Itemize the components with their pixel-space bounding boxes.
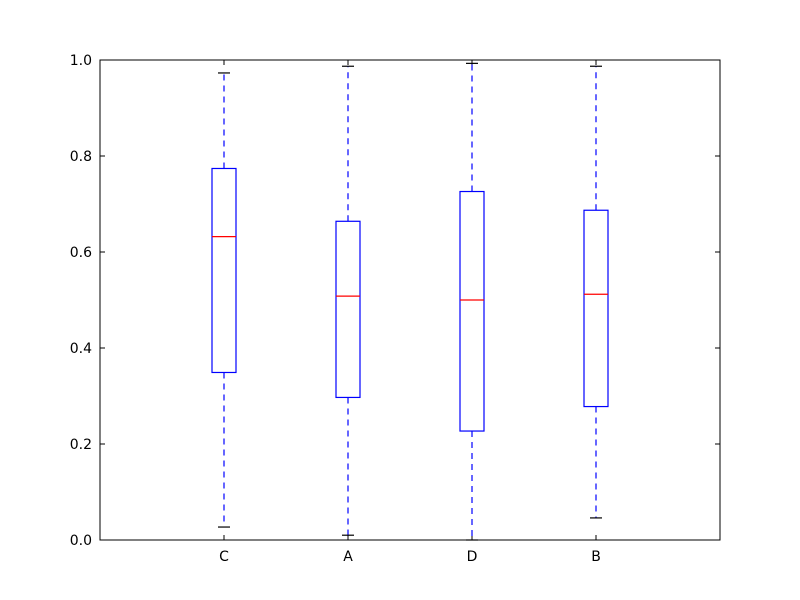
box-D bbox=[459, 62, 485, 541]
boxes bbox=[211, 62, 609, 541]
iqr-box bbox=[335, 220, 361, 399]
box-B bbox=[583, 65, 609, 519]
plot-area bbox=[99, 59, 721, 541]
y-tick-label: 0.6 bbox=[70, 245, 92, 261]
y-tick-label: 0.4 bbox=[70, 341, 92, 357]
x-tick-label: D bbox=[467, 549, 478, 565]
box-A bbox=[335, 65, 361, 536]
x-tick-label: B bbox=[591, 549, 601, 565]
y-tick-label: 1.0 bbox=[70, 53, 92, 69]
y-tick-label: 0.0 bbox=[70, 533, 92, 549]
y-tick-label: 0.2 bbox=[70, 437, 92, 453]
y-tick-label: 0.8 bbox=[70, 149, 92, 165]
box-C bbox=[211, 72, 237, 528]
x-tick-label: C bbox=[219, 549, 229, 565]
iqr-box bbox=[211, 167, 237, 374]
axis-ticks: 0.0 0.2 0.4 0.6 0.8 1.0 C A D B bbox=[70, 53, 720, 565]
iqr-box bbox=[459, 190, 485, 432]
x-tick-label: A bbox=[343, 549, 353, 565]
iqr-box bbox=[583, 209, 609, 408]
